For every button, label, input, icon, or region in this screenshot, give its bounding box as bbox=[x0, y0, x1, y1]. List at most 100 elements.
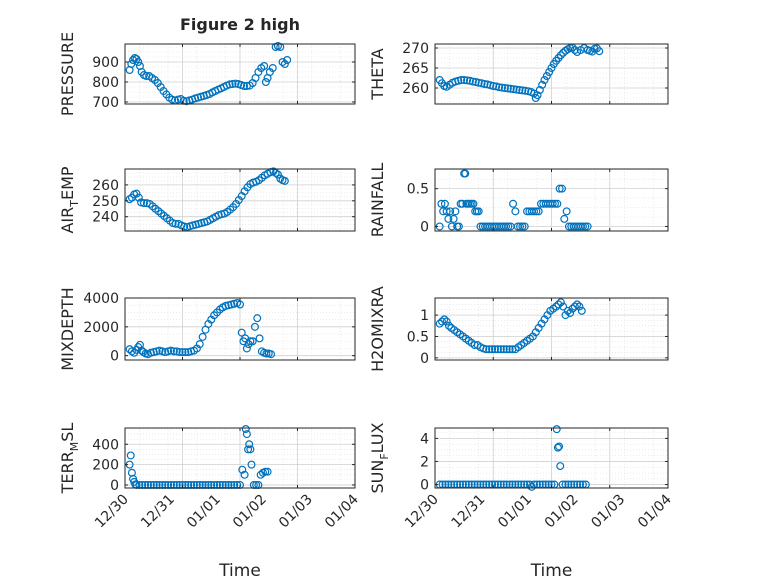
y-tick-label: 0 bbox=[110, 349, 119, 365]
y-tick-label: 265 bbox=[402, 61, 429, 77]
data-point bbox=[195, 340, 204, 349]
data-point bbox=[276, 174, 285, 183]
data-point bbox=[474, 207, 483, 216]
data-point bbox=[444, 321, 453, 330]
y-tick-label: 0.5 bbox=[407, 182, 429, 198]
data-point bbox=[250, 322, 259, 331]
data-point bbox=[566, 308, 575, 317]
data-point bbox=[532, 207, 541, 216]
data-point bbox=[139, 199, 148, 208]
y-axis-label: SUNFLUX bbox=[368, 422, 391, 493]
x-tick-label: 01/03 bbox=[276, 492, 316, 532]
data-point bbox=[533, 91, 542, 100]
subplot-2: 260 265 270 THETA bbox=[368, 41, 669, 105]
x-tick-label: 12/31 bbox=[138, 492, 178, 532]
y-axis-label: PRESSURE bbox=[58, 32, 77, 116]
data-point bbox=[540, 75, 549, 84]
x-tick-label: 12/30 bbox=[92, 492, 132, 532]
y-axis-label: RAINFALL bbox=[368, 163, 387, 238]
y-tick-label: 2 bbox=[420, 454, 429, 470]
x-tick-label: 12/30 bbox=[402, 492, 442, 532]
data-point bbox=[581, 222, 590, 231]
data-point bbox=[495, 83, 504, 92]
y-axis-label: TERRMSL bbox=[58, 423, 81, 495]
x-tick-label: 01/04 bbox=[635, 491, 675, 531]
data-point bbox=[460, 75, 469, 84]
subplot-5: 0 2000 4000 MIXDEPTH bbox=[58, 287, 356, 371]
y-axis-label: THETA bbox=[368, 48, 387, 100]
data-point bbox=[132, 189, 141, 198]
y-tick-label: 400 bbox=[92, 437, 119, 453]
data-point bbox=[559, 302, 568, 311]
data-point bbox=[440, 199, 449, 208]
data-point bbox=[474, 78, 483, 87]
y-tick-label: 2000 bbox=[83, 320, 119, 336]
data-point bbox=[263, 467, 272, 476]
data-point bbox=[225, 80, 234, 89]
data-point bbox=[562, 207, 571, 216]
x-tick-label: 12/31 bbox=[449, 492, 489, 532]
data-point bbox=[280, 59, 289, 68]
data-point bbox=[509, 85, 518, 94]
data-point bbox=[283, 55, 292, 64]
data-point bbox=[489, 81, 498, 90]
data-point bbox=[573, 300, 582, 309]
data-point bbox=[125, 195, 134, 204]
data-point bbox=[446, 207, 455, 216]
data-point bbox=[595, 47, 604, 56]
y-axis-label: MIXDEPTH bbox=[58, 287, 77, 370]
y-axis-label: AIRTEMP bbox=[58, 166, 81, 233]
data-point bbox=[245, 440, 254, 449]
data-point bbox=[516, 222, 525, 231]
data-point bbox=[499, 345, 508, 354]
data-point bbox=[560, 214, 569, 223]
y-tick-label: 0 bbox=[420, 351, 429, 367]
y-tick-label: 200 bbox=[92, 458, 119, 474]
data-point bbox=[548, 199, 557, 208]
data-point bbox=[521, 86, 530, 95]
data-point bbox=[553, 199, 562, 208]
data-point bbox=[493, 345, 502, 354]
data-point bbox=[135, 340, 144, 349]
data-point bbox=[518, 86, 527, 95]
data-point bbox=[556, 298, 565, 307]
data-point bbox=[267, 350, 276, 359]
data-point bbox=[490, 345, 499, 354]
data-point bbox=[442, 207, 451, 216]
y-tick-label: 0 bbox=[110, 478, 119, 494]
data-point bbox=[134, 57, 143, 66]
data-point bbox=[496, 345, 505, 354]
data-point bbox=[454, 222, 463, 231]
data-point bbox=[506, 84, 515, 93]
y-tick-label: 0 bbox=[420, 478, 429, 494]
data-point bbox=[482, 345, 491, 354]
data-point bbox=[261, 77, 270, 86]
data-point bbox=[262, 349, 271, 358]
y-tick-label: 240 bbox=[92, 210, 119, 226]
data-point bbox=[555, 442, 564, 451]
y-tick-label: 1 bbox=[420, 308, 429, 324]
data-point bbox=[437, 199, 446, 208]
data-point bbox=[242, 430, 251, 439]
data-point bbox=[134, 193, 143, 202]
x-axis-label: Time bbox=[218, 561, 261, 581]
data-point bbox=[556, 462, 565, 471]
data-point bbox=[280, 176, 289, 185]
data-point bbox=[175, 348, 184, 357]
data-point bbox=[570, 302, 579, 311]
data-point bbox=[238, 465, 247, 474]
x-tick-label: 01/01 bbox=[495, 492, 535, 532]
data-point bbox=[511, 207, 520, 216]
data-point bbox=[578, 222, 587, 231]
subplot-1: 700 800 900 PRESSURE bbox=[58, 32, 356, 116]
data-point bbox=[228, 79, 237, 88]
data-point bbox=[553, 443, 562, 452]
data-point bbox=[240, 470, 249, 479]
data-point bbox=[440, 315, 449, 324]
data-point bbox=[444, 214, 453, 223]
data-point bbox=[500, 83, 509, 92]
data-point bbox=[171, 219, 180, 228]
data-point bbox=[556, 51, 565, 60]
